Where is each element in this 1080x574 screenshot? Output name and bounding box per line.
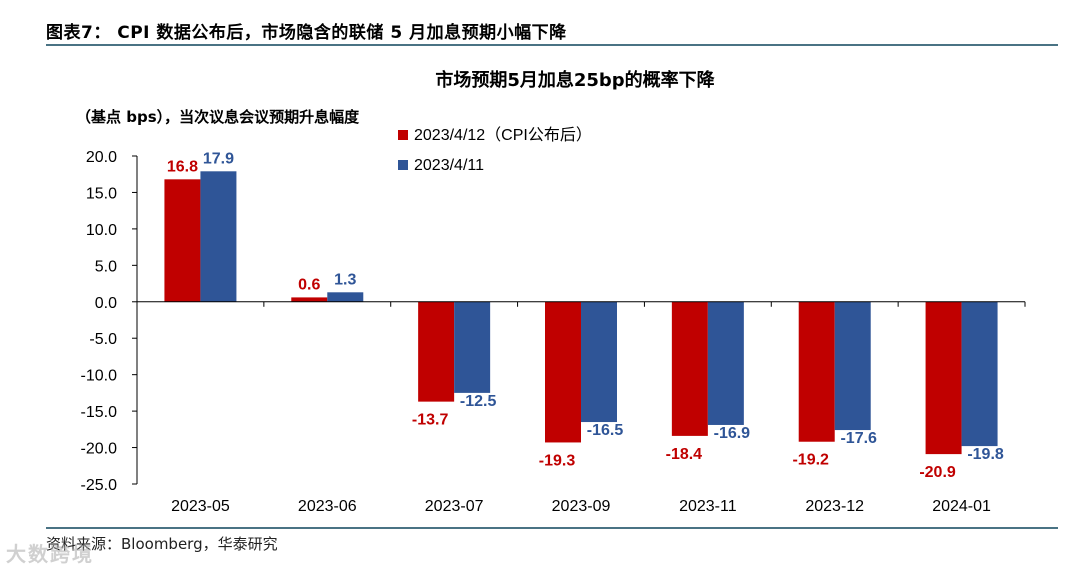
data-label: -18.4 — [666, 446, 703, 463]
watermark: 大数跨境 — [6, 542, 94, 566]
bar-series-2 — [707, 301, 744, 425]
legend-label: 2023/4/11 — [414, 157, 484, 174]
data-label: -19.2 — [792, 452, 829, 469]
figure-title: 图表7： CPI 数据公布后，市场隐含的联储 5 月加息预期小幅下降 — [46, 23, 567, 43]
chart-title: 市场预期5月加息25bp的概率下降 — [435, 69, 715, 91]
y-tick-label: 20.0 — [86, 149, 117, 166]
y-tick-label: 0.0 — [95, 295, 117, 312]
y-axis-label: （基点 bps），当次议息会议预期升息幅度 — [76, 108, 360, 126]
x-tick-label: 2023-07 — [425, 498, 484, 515]
x-tick-label: 2023-05 — [171, 498, 230, 515]
bar-series-1 — [164, 179, 201, 302]
x-tick-label: 2023-11 — [679, 498, 737, 515]
bar-series-2 — [961, 301, 998, 447]
bottom-rule — [46, 527, 1058, 529]
bar-series-2 — [454, 301, 491, 393]
x-axis: 2023-05 2023-06 2023-07 2023-09 2023-11 2023-… — [137, 301, 1026, 515]
bar-series-1 — [798, 301, 835, 442]
data-label: 17.9 — [203, 150, 234, 167]
data-label: -12.5 — [460, 393, 497, 410]
legend-label: 2023/4/12（CPI公布后） — [414, 126, 592, 144]
y-tick-label: -5.0 — [89, 331, 117, 348]
data-label: -17.6 — [840, 430, 877, 447]
x-tick-label: 2024-01 — [932, 498, 991, 515]
legend: 2023/4/12（CPI公布后） 2023/4/11 — [398, 126, 592, 174]
data-label: -16.9 — [714, 425, 751, 442]
y-tick-label: 10.0 — [86, 222, 117, 239]
data-label: -19.3 — [539, 452, 576, 469]
legend-swatch — [398, 130, 408, 140]
data-label: 0.6 — [298, 276, 320, 293]
x-tick-label: 2023-06 — [298, 498, 357, 515]
data-label: -20.9 — [919, 464, 956, 481]
y-tick-label: 15.0 — [86, 185, 117, 202]
x-tick-label: 2023-09 — [552, 498, 611, 515]
bar-series-2 — [581, 301, 617, 423]
bar-series-2 — [200, 171, 237, 302]
data-label: -19.8 — [967, 446, 1004, 463]
y-tick-label: -25.0 — [81, 477, 118, 494]
x-tick-label: 2023-12 — [805, 498, 864, 515]
y-tick-label: -20.0 — [81, 441, 118, 458]
legend-swatch — [398, 160, 408, 170]
data-label: -16.5 — [587, 422, 624, 439]
bar-series-2 — [834, 301, 871, 431]
data-label: 16.8 — [167, 158, 198, 175]
bar-series-1 — [671, 301, 708, 436]
y-axis: 20.0 15.0 10.0 5.0 0.0 -5.0 -10.0 -15.0 -20.0 -25… — [81, 149, 138, 494]
bar-series-2 — [327, 292, 364, 302]
data-label: -13.7 — [412, 412, 449, 429]
bar-series-1 — [925, 301, 962, 455]
y-tick-label: -15.0 — [81, 404, 118, 421]
data-label: 1.3 — [334, 271, 356, 288]
bars-group: 16.8 17.90.6 1.3-13.7-12.5-19.3-16.5-18.4-… — [164, 150, 1004, 481]
top-rule — [46, 44, 1058, 46]
y-tick-label: 5.0 — [95, 258, 117, 275]
bar-series-1 — [545, 301, 581, 443]
source-note: 资料来源：Bloomberg，华泰研究 — [46, 535, 278, 553]
bar-series-1 — [418, 301, 455, 402]
y-tick-label: -10.0 — [81, 368, 118, 385]
bar-series-1 — [291, 297, 328, 302]
